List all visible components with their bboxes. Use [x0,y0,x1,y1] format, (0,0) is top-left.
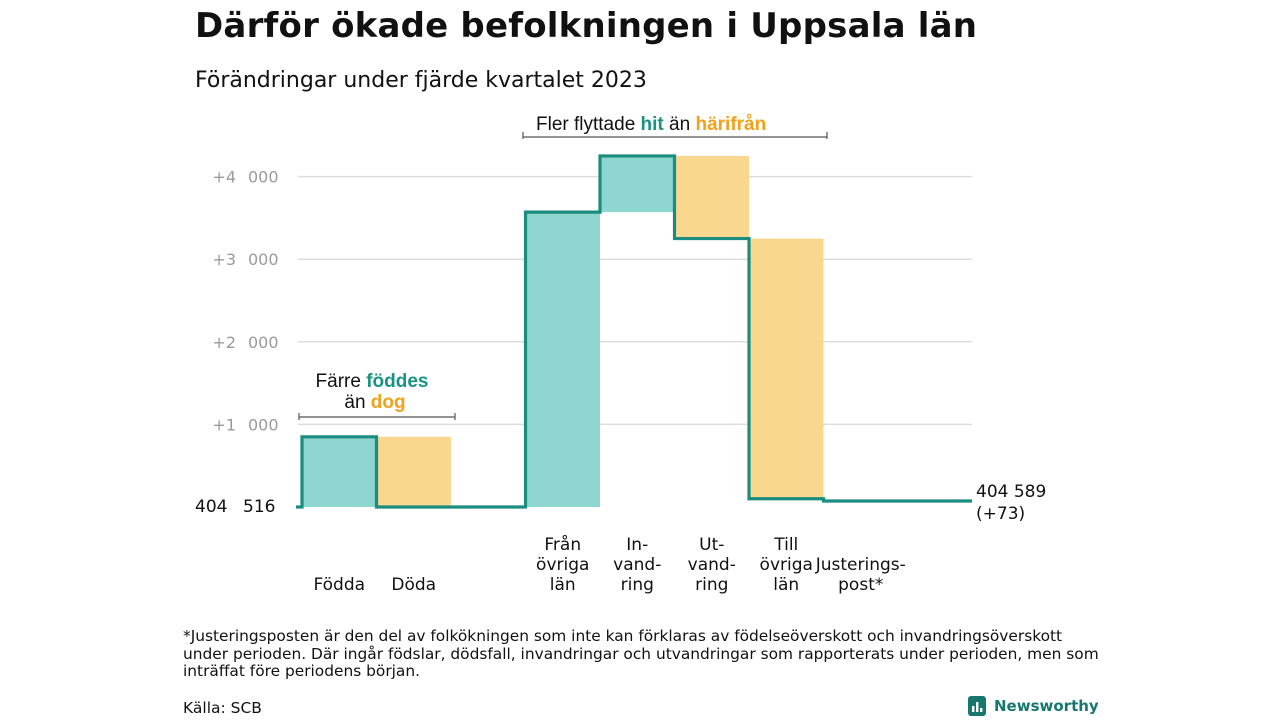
category-label: Från [544,534,581,555]
bar [302,436,377,507]
category-label: Ut- [699,535,724,555]
category-label: övriga [760,555,813,575]
births-annotation-line2: än dog [344,392,405,413]
brand-name: Newsworthy [994,697,1099,715]
category-label: län [550,575,576,595]
category-label: län [773,575,799,595]
source-label: Källa: SCB [183,699,262,717]
category-label: In- [626,535,648,555]
category-label: Till [773,535,798,555]
chart-title: Därför ökade befolkningen i Uppsala län [195,6,978,46]
newsworthy-logo-icon [968,696,986,716]
category-label: post* [838,575,883,595]
category-label: vand- [613,555,661,575]
category-label: övriga [536,555,589,575]
start-value-label: 516 [243,497,275,517]
bar [749,238,824,499]
footnote: *Justeringsposten är den del av folkökni… [183,627,1099,680]
y-tick-label: +3 [212,250,236,269]
category-label: vand- [688,555,736,575]
y-tick-label: +4 [212,168,236,187]
chart-subtitle: Förändringar under fjärde kvartalet 2023 [195,68,647,93]
y-tick-label: 000 [248,250,279,269]
births-bracket [298,413,456,420]
migration-annotation: Fler flyttade hit än härifrån [536,114,766,135]
category-label: ring [695,575,728,595]
y-tick-label: 000 [248,415,279,434]
end-change-label: (+73) [976,504,1025,524]
bar [600,155,675,213]
y-tick-label: 000 [248,168,279,187]
y-tick-label: +2 [212,333,236,352]
bar [525,212,600,508]
category-label: ring [621,575,654,595]
running-total-line [296,154,972,509]
category-label: Födda [313,575,365,595]
category-label: Justerings- [815,555,906,575]
bar [376,436,451,507]
migration-bracket [522,132,828,139]
births-annotation-line1: Färre föddes [316,371,429,392]
category-label: Döda [391,575,436,595]
y-tick-label: 000 [248,333,279,352]
end-value-label: 404 589 [976,482,1046,502]
y-tick-label: +1 [212,415,236,434]
bar [674,155,749,239]
start-value-label: 404 [195,497,227,517]
brand-logo: Newsworthy [968,696,1099,716]
